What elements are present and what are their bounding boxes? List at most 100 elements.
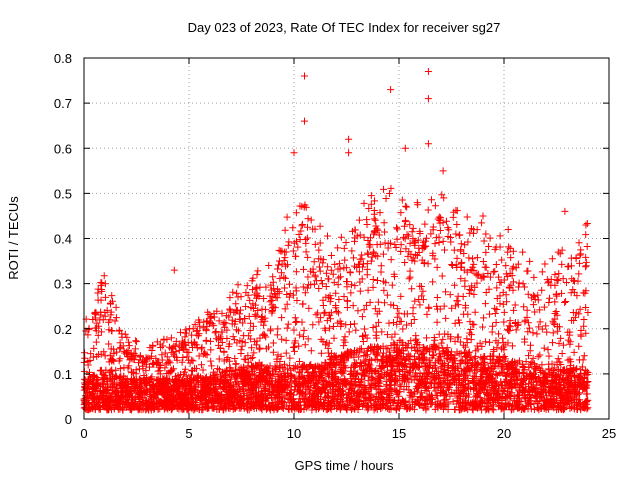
- data-point: [210, 322, 218, 330]
- data-point: [237, 293, 245, 301]
- data-point: [493, 305, 501, 313]
- data-point: [423, 334, 431, 342]
- data-point: [181, 368, 189, 376]
- data-point: [252, 285, 260, 293]
- data-point: [388, 281, 396, 289]
- data-point: [490, 346, 498, 354]
- data-point: [355, 268, 363, 276]
- data-point: [382, 377, 390, 385]
- data-point: [92, 309, 100, 317]
- data-point: [335, 295, 343, 303]
- data-point: [374, 277, 382, 285]
- data-point: [333, 308, 341, 316]
- data-point: [387, 256, 395, 264]
- data-point: [505, 362, 513, 370]
- data-point: [401, 258, 409, 266]
- data-point: [463, 335, 471, 343]
- data-point: [226, 294, 234, 302]
- data-point: [521, 366, 529, 374]
- data-point: [557, 371, 565, 379]
- data-point: [372, 350, 380, 358]
- data-point: [554, 323, 562, 331]
- data-point: [470, 260, 478, 268]
- data-point: [451, 319, 459, 327]
- data-point: [440, 194, 448, 202]
- data-point: [403, 383, 411, 391]
- data-point: [466, 329, 474, 337]
- data-point: [380, 387, 388, 395]
- data-point: [462, 304, 470, 312]
- data-point: [163, 335, 171, 343]
- data-point: [452, 302, 460, 310]
- data-point: [249, 300, 257, 308]
- data-point: [307, 347, 315, 355]
- data-point: [318, 280, 326, 288]
- data-point: [294, 243, 302, 251]
- data-point: [211, 386, 219, 394]
- data-point: [375, 231, 383, 239]
- data-point: [578, 363, 586, 371]
- data-point: [429, 365, 437, 373]
- data-point: [215, 355, 223, 363]
- data-point: [402, 344, 410, 352]
- data-point: [106, 351, 114, 359]
- data-point: [289, 224, 297, 232]
- data-point: [197, 388, 205, 396]
- data-point: [108, 327, 116, 335]
- data-point: [319, 384, 327, 392]
- data-point: [315, 255, 323, 263]
- data-point: [382, 194, 390, 202]
- data-point: [579, 379, 587, 387]
- data-point: [128, 369, 136, 377]
- data-point: [275, 246, 283, 254]
- data-point: [232, 366, 240, 374]
- data-point: [395, 392, 403, 400]
- data-point: [380, 286, 388, 294]
- data-point: [120, 392, 128, 400]
- data-point: [223, 335, 231, 343]
- data-point: [492, 319, 500, 327]
- data-point: [377, 355, 385, 363]
- data-point: [137, 376, 145, 384]
- data-point: [484, 270, 492, 278]
- data-point: [316, 400, 324, 408]
- data-point: [108, 356, 116, 364]
- data-point: [465, 380, 473, 388]
- data-point: [462, 392, 470, 400]
- data-point: [505, 283, 513, 291]
- data-point: [229, 385, 237, 393]
- data-point: [479, 323, 487, 331]
- data-point: [384, 240, 392, 248]
- data-point: [473, 271, 481, 279]
- data-point: [364, 249, 372, 257]
- data-point: [551, 271, 559, 279]
- data-point: [148, 373, 156, 381]
- data-point: [366, 298, 374, 306]
- data-point: [362, 393, 370, 401]
- data-point: [86, 368, 94, 376]
- data-point: [518, 360, 526, 368]
- data-point: [426, 378, 434, 386]
- data-point: [358, 370, 366, 378]
- data-point: [566, 331, 574, 339]
- data-point: [354, 402, 362, 410]
- data-point: [551, 310, 559, 318]
- data-point: [218, 375, 226, 383]
- data-point: [299, 300, 307, 308]
- data-point: [439, 344, 447, 352]
- data-point: [304, 215, 312, 223]
- data-point: [321, 308, 329, 316]
- data-point: [108, 366, 116, 374]
- data-point: [289, 291, 297, 299]
- data-point: [512, 326, 520, 334]
- data-point: [332, 301, 340, 309]
- data-point: [325, 405, 333, 413]
- data-point: [439, 335, 447, 343]
- data-point: [478, 373, 486, 381]
- data-point: [317, 368, 325, 376]
- data-point: [406, 388, 414, 396]
- data-point: [291, 379, 299, 387]
- data-point: [352, 391, 360, 399]
- data-point: [319, 256, 327, 264]
- data-point: [570, 364, 578, 372]
